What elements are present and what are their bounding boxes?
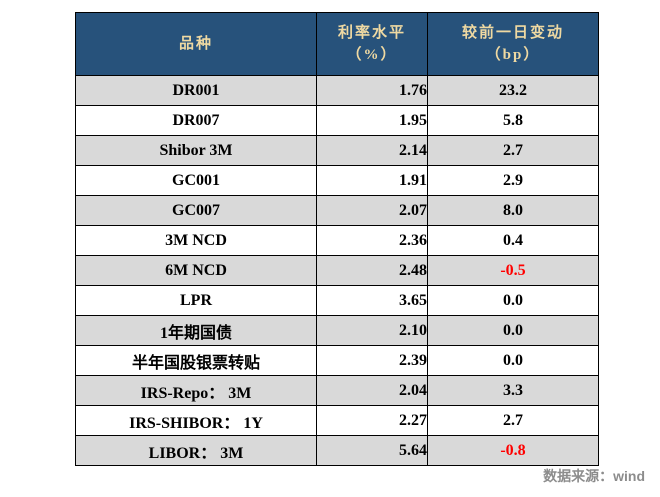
product-name-cell: DR001 [75,75,317,106]
product-name-cell: 半年国股银票转贴 [75,345,317,376]
table-row: 1年期国债 2.10 0.0 [75,315,599,346]
change-value-cell: -0.8 [427,435,599,466]
rate-value-cell: 1.95 [316,105,428,136]
header-label-product: 品种 [178,36,213,52]
table-row: LIBOR： 3M 5.64 -0.8 [75,435,599,466]
change-value-cell: 2.9 [427,165,599,196]
change-value-cell: 3.3 [427,375,599,406]
table-row: IRS-SHIBOR： 1Y 2.27 2.7 [75,405,599,436]
header-cell-change: 较前一日变动 （bp） [427,12,599,76]
product-name-cell: GC007 [75,195,317,226]
rate-value-cell: 3.65 [316,285,428,316]
header-label-rate-line1: 利率水平 [337,25,406,41]
rate-value-cell: 2.07 [316,195,428,226]
rate-value-cell: 2.36 [316,225,428,256]
rate-value-cell: 2.04 [316,375,428,406]
table-row: GC007 2.07 8.0 [75,195,599,226]
table-row: GC001 1.91 2.9 [75,165,599,196]
header-cell-product: 品种 [75,12,317,76]
rates-table-header: 品种 利率水平 （%） 较前一日变动 （bp） [75,12,599,76]
change-value-cell: -0.5 [427,255,599,286]
product-name-cell: IRS-SHIBOR： 1Y [75,405,317,436]
data-source-note: 数据来源：wind [543,468,645,484]
header-label-rate-line2: （%） [346,47,398,63]
product-name-cell: 6M NCD [75,255,317,286]
product-name-cell: IRS-Repo： 3M [75,375,317,406]
rate-value-cell: 1.91 [316,165,428,196]
product-name-cell: DR007 [75,105,317,136]
table-row: Shibor 3M 2.14 2.7 [75,135,599,166]
change-value-cell: 0.0 [427,315,599,346]
rate-value-cell: 2.48 [316,255,428,286]
product-name-cell: GC001 [75,165,317,196]
rate-value-cell: 2.27 [316,405,428,436]
product-name-cell: 1年期国债 [75,315,317,346]
table-row: DR001 1.76 23.2 [75,75,599,106]
table-row: 半年国股银票转贴 2.39 0.0 [75,345,599,376]
table-row: 6M NCD 2.48 -0.5 [75,255,599,286]
header-row: 品种 利率水平 （%） 较前一日变动 （bp） [75,12,599,76]
table-row: DR007 1.95 5.8 [75,105,599,136]
rate-value-cell: 2.39 [316,345,428,376]
change-value-cell: 2.7 [427,135,599,166]
rate-value-cell: 5.64 [316,435,428,466]
change-value-cell: 8.0 [427,195,599,226]
rate-value-cell: 1.76 [316,75,428,106]
product-name-cell: LIBOR： 3M [75,435,317,466]
header-label-change-line2: （bp） [485,47,541,63]
table-row: IRS-Repo： 3M 2.04 3.3 [75,375,599,406]
product-name-cell: Shibor 3M [75,135,317,166]
change-value-cell: 0.0 [427,285,599,316]
rate-value-cell: 2.14 [316,135,428,166]
rates-table: 品种 利率水平 （%） 较前一日变动 （bp） DR001 1.76 23.2 … [75,12,599,466]
header-label-change-line1: 较前一日变动 [461,25,564,41]
change-value-cell: 23.2 [427,75,599,106]
product-name-cell: LPR [75,285,317,316]
product-name-cell: 3M NCD [75,225,317,256]
header-cell-rate: 利率水平 （%） [316,12,428,76]
change-value-cell: 5.8 [427,105,599,136]
table-row: 3M NCD 2.36 0.4 [75,225,599,256]
rate-value-cell: 2.10 [316,315,428,346]
change-value-cell: 0.0 [427,345,599,376]
change-value-cell: 0.4 [427,225,599,256]
change-value-cell: 2.7 [427,405,599,436]
rates-table-body: DR001 1.76 23.2 DR007 1.95 5.8 Shibor 3M… [75,75,599,466]
table-row: LPR 3.65 0.0 [75,285,599,316]
